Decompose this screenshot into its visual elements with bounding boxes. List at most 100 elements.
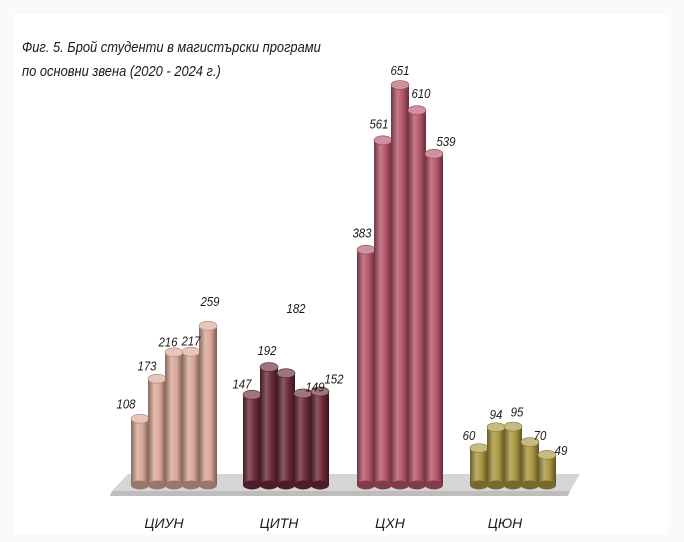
value-label: 60 bbox=[463, 428, 476, 443]
bar-base bbox=[277, 480, 295, 490]
bar-base bbox=[182, 480, 200, 490]
value-label: 539 bbox=[436, 134, 455, 149]
bar-base bbox=[487, 480, 505, 490]
bar bbox=[259, 362, 279, 490]
bar bbox=[198, 321, 218, 490]
bar-cap bbox=[356, 244, 376, 255]
bar bbox=[469, 443, 489, 490]
group-2 bbox=[242, 362, 330, 490]
bar-base bbox=[148, 480, 166, 490]
bar-body bbox=[504, 426, 522, 485]
value-label: 192 bbox=[257, 343, 276, 358]
bar-base bbox=[391, 480, 409, 490]
bar-body bbox=[408, 110, 426, 485]
bar-body bbox=[374, 140, 392, 485]
bar-cap bbox=[407, 105, 427, 115]
bar-body bbox=[165, 352, 183, 485]
bar-body bbox=[487, 427, 505, 485]
chart-floor-edge bbox=[110, 491, 570, 496]
bar-body bbox=[243, 394, 261, 485]
bar-base bbox=[294, 480, 312, 490]
bar-cap bbox=[537, 450, 557, 460]
bar bbox=[424, 149, 444, 490]
chart-title: Фиг. 5. Брой студенти в магистърски прог… bbox=[22, 36, 321, 84]
category-label: ЦЮН bbox=[488, 515, 523, 531]
value-label: 70 bbox=[534, 428, 547, 443]
value-label: 152 bbox=[324, 372, 343, 387]
bar-body bbox=[311, 391, 329, 485]
bar bbox=[486, 422, 506, 490]
value-label: 217 bbox=[181, 334, 202, 349]
chart-floor bbox=[112, 474, 580, 491]
bar bbox=[390, 80, 410, 490]
bar-base bbox=[357, 480, 375, 490]
bar bbox=[520, 437, 540, 490]
chart-title-line-1: Фиг. 5. Брой студенти в магистърски прог… bbox=[22, 39, 321, 56]
bar-body bbox=[277, 373, 295, 485]
bar bbox=[242, 389, 262, 490]
bar-body bbox=[199, 325, 217, 485]
bar-body bbox=[131, 418, 149, 485]
category-label: ЦИТН bbox=[260, 515, 300, 531]
bar bbox=[276, 368, 296, 490]
bar-body bbox=[425, 153, 443, 485]
bar-body bbox=[521, 441, 539, 485]
bar-base bbox=[425, 480, 443, 490]
value-label: 173 bbox=[137, 359, 156, 374]
bar-cap bbox=[276, 368, 296, 378]
bar-cap bbox=[469, 443, 489, 453]
bar-cap bbox=[147, 373, 167, 384]
bar-body bbox=[470, 448, 488, 485]
bar bbox=[503, 421, 523, 490]
bar-body bbox=[391, 85, 409, 485]
bar bbox=[130, 413, 150, 490]
group-4 bbox=[469, 421, 557, 490]
bar-body bbox=[294, 393, 312, 485]
bar-base bbox=[374, 480, 392, 490]
value-label: 216 bbox=[158, 335, 178, 350]
value-label: 108 bbox=[116, 397, 135, 412]
bar bbox=[537, 450, 557, 490]
chart-title-line-2: по основни звена (2020 - 2024 г.) bbox=[22, 63, 221, 80]
value-label: 49 bbox=[555, 443, 568, 458]
bar-body bbox=[538, 454, 556, 485]
value-label: 383 bbox=[352, 226, 371, 241]
group-1 bbox=[130, 321, 218, 490]
bar bbox=[356, 244, 376, 490]
chart-panel bbox=[14, 14, 668, 534]
bar-base bbox=[521, 480, 539, 490]
value-label: 149 bbox=[305, 380, 324, 395]
bar bbox=[147, 373, 167, 490]
bar-cap bbox=[503, 421, 523, 432]
bar bbox=[164, 347, 184, 490]
bar-base bbox=[504, 480, 522, 490]
value-label: 147 bbox=[232, 377, 252, 392]
bar-base bbox=[311, 480, 329, 490]
bar-cap bbox=[310, 386, 330, 397]
value-label: 610 bbox=[411, 87, 430, 102]
bar-cap bbox=[390, 80, 410, 90]
bar bbox=[181, 346, 201, 490]
value-label: 259 bbox=[200, 294, 220, 309]
bar-cap bbox=[198, 321, 218, 331]
bar-base bbox=[538, 480, 556, 490]
bar bbox=[293, 388, 313, 490]
value-label: 651 bbox=[390, 63, 409, 78]
bar-base bbox=[165, 480, 183, 490]
category-label: ЦХН bbox=[375, 515, 406, 531]
category-label: ЦИУН bbox=[144, 515, 184, 531]
bar bbox=[407, 105, 427, 490]
bar bbox=[310, 386, 330, 490]
bar-cap bbox=[373, 135, 393, 146]
bar-cap bbox=[259, 362, 279, 372]
bar-body bbox=[260, 367, 278, 485]
bar-base bbox=[470, 480, 488, 490]
bar-cap bbox=[424, 149, 444, 159]
bar-base bbox=[199, 480, 217, 490]
bar-base bbox=[131, 480, 149, 490]
value-label: 182 bbox=[286, 301, 305, 316]
bar bbox=[373, 135, 393, 490]
bar-cap bbox=[130, 413, 150, 424]
